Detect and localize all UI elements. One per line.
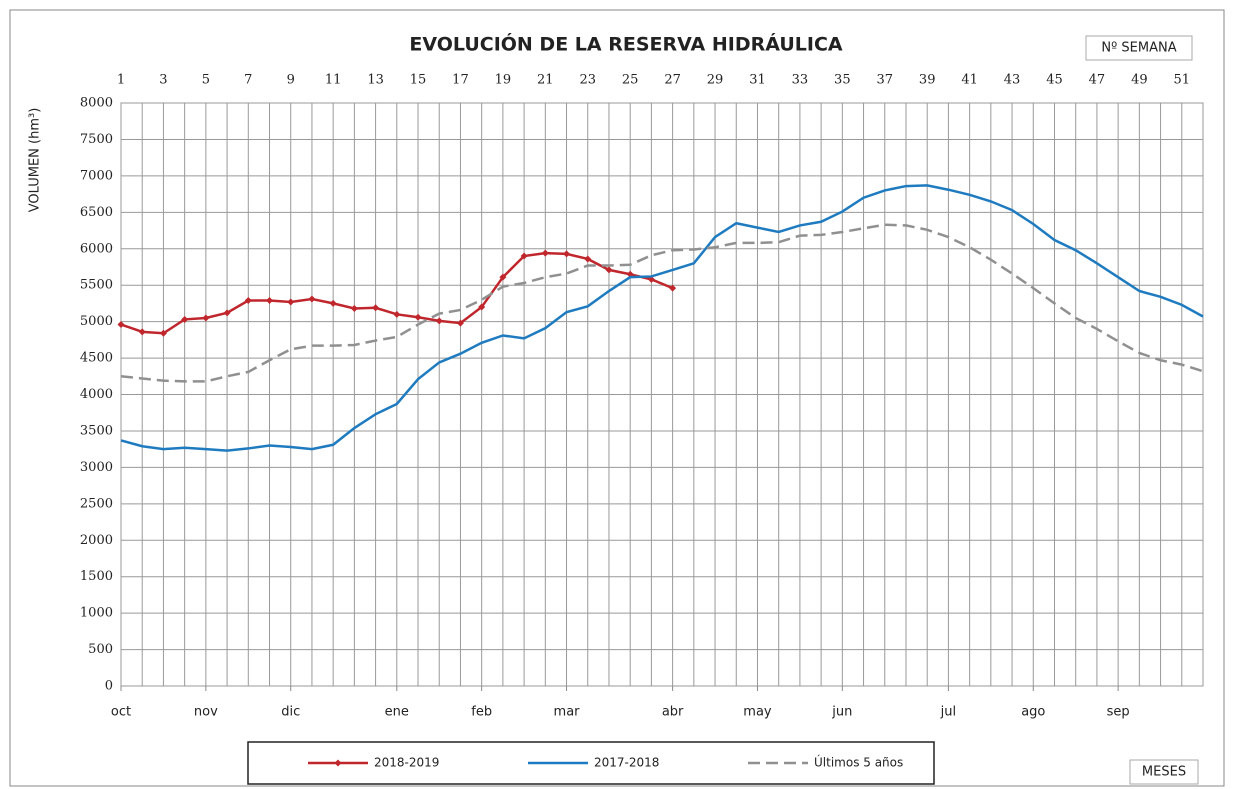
legend-label: 2017-2018 [594,756,659,770]
x-tick-label: 23 [579,73,596,88]
x2-tick-label: nov [194,705,218,720]
x-tick-label: 19 [495,73,512,88]
series-marker [287,298,295,306]
x-tick-label: 43 [1004,73,1021,88]
series-marker [541,249,549,257]
series-marker [223,309,231,317]
x2-tick-label: mar [554,705,581,720]
x-tick-label: 27 [664,73,681,88]
x-tick-label: 35 [834,73,851,88]
y-tick-label: 5500 [80,278,113,293]
y-tick-label: 3500 [80,423,113,438]
x-tick-label: 5 [202,73,210,88]
x2-axis-label-box [1129,759,1199,785]
x-tick-label: 31 [749,73,766,88]
series-marker [138,328,146,336]
series-line [120,223,1204,383]
x2-tick-label: dic [281,705,300,720]
x-tick-label: 15 [410,73,427,88]
y-tick-label: 0 [105,679,113,694]
x-tick-label: 9 [287,73,295,88]
y-tick-label: 1500 [80,569,113,584]
series-marker [117,321,125,329]
x-tick-label: 29 [707,73,724,88]
chart-title: EVOLUCIÓN DE LA RESERVA HIDRÁULICA [409,32,843,56]
x-tick-label: 45 [1046,73,1063,88]
series-marker [329,299,337,307]
series-line [120,184,1204,452]
x2-tick-label: sep [1107,705,1130,720]
series-marker [244,296,252,304]
y-tick-label: 500 [88,642,113,657]
series-marker [159,329,167,337]
x2-tick-label: abr [662,705,684,720]
series-marker [414,313,422,321]
x2-tick-label: ene [385,705,409,720]
legend-marker [334,759,342,767]
series-marker [308,295,316,303]
series-marker [669,284,677,292]
x-axis-label: Nº SEMANA [1101,41,1176,56]
x-tick-label: 13 [367,73,384,88]
y-axis-label: VOLUMEN (hm³) [28,108,43,213]
series-marker [435,317,443,325]
x-tick-label: 39 [919,73,936,88]
series-marker [563,250,571,258]
series-marker [181,315,189,323]
legend-label: 2018-2019 [374,756,439,770]
y-tick-label: 4500 [80,351,113,366]
x-tick-label: 37 [876,73,893,88]
series-marker [499,273,507,281]
x-tick-label: 3 [159,73,167,88]
x2-tick-label: jun [831,705,852,720]
x-tick-label: 41 [961,73,978,88]
series-marker [605,266,613,274]
x2-axis-label: MESES [1142,765,1186,780]
x-tick-label: 7 [244,73,252,88]
series-marker [393,310,401,318]
series-marker [202,314,210,322]
series-marker [456,319,464,327]
y-tick-label: 6000 [80,241,113,256]
series-marker [372,304,380,312]
y-tick-label: 2500 [80,496,113,511]
y-tick-label: 5000 [80,314,113,329]
x2-tick-label: jul [940,705,956,720]
series-marker [350,305,358,313]
x2-tick-label: oct [111,705,131,720]
y-tick-label: 7000 [80,168,113,183]
y-tick-label: 6500 [80,205,113,220]
series-marker [520,252,528,260]
legend-label: Últimos 5 años [814,755,903,770]
x-tick-label: 1 [117,73,125,88]
x-tick-label: 51 [1174,73,1191,88]
x-axis-label-box [1085,35,1193,61]
x-tick-label: 17 [452,73,469,88]
x-tick-label: 49 [1131,73,1148,88]
y-tick-label: 3000 [80,460,113,475]
x2-tick-label: ago [1021,705,1045,720]
y-tick-label: 1000 [80,606,113,621]
x-tick-label: 47 [1089,73,1106,88]
series-marker [266,296,274,304]
y-tick-label: 4000 [80,387,113,402]
x2-tick-label: feb [471,705,492,720]
x-tick-label: 33 [792,73,809,88]
series-marker [478,303,486,311]
x-tick-label: 21 [537,73,554,88]
y-tick-label: 8000 [80,96,113,111]
y-tick-label: 2000 [80,533,113,548]
x-tick-label: 11 [325,73,342,88]
y-tick-label: 7500 [80,132,113,147]
x2-tick-label: may [743,705,772,720]
x-tick-label: 25 [622,73,639,88]
series-marker [584,255,592,263]
